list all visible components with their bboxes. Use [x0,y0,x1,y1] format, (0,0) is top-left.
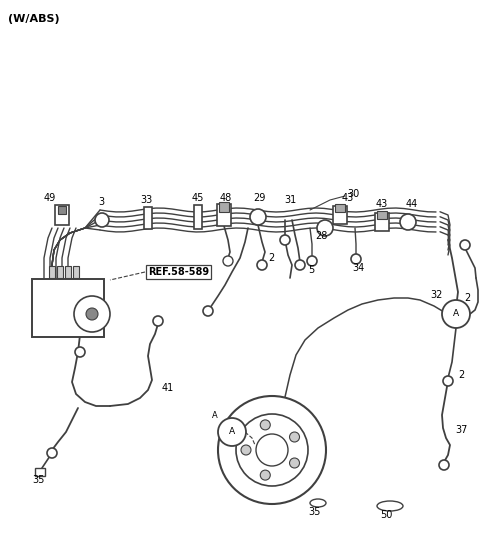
Bar [35,468,45,476]
Circle shape [257,260,267,270]
Text: 43: 43 [376,199,388,209]
Circle shape [289,458,300,468]
Text: 28: 28 [315,231,327,241]
Circle shape [241,445,251,455]
Bar [333,206,347,224]
Circle shape [460,240,470,250]
Circle shape [95,213,109,227]
Text: 41: 41 [162,383,174,393]
Text: 44: 44 [406,199,418,209]
Text: 2: 2 [458,370,464,380]
Bar [73,266,79,278]
Circle shape [442,300,470,328]
Circle shape [223,256,233,266]
Circle shape [439,460,449,470]
Text: 35: 35 [308,507,320,517]
Bar [217,204,231,226]
Text: A: A [229,427,235,437]
Text: (W/ABS): (W/ABS) [8,14,60,24]
Text: 48: 48 [220,193,232,203]
Circle shape [47,448,57,458]
Text: 34: 34 [352,263,364,273]
Circle shape [86,308,98,320]
Circle shape [317,220,333,236]
Ellipse shape [310,499,326,507]
Bar [65,266,71,278]
Circle shape [260,420,270,430]
Circle shape [203,306,213,316]
Circle shape [289,432,300,442]
Circle shape [218,396,326,504]
Circle shape [74,296,110,332]
Circle shape [75,347,85,357]
Bar [375,213,389,231]
Bar [219,202,229,212]
Circle shape [307,256,317,266]
Circle shape [218,418,246,446]
Text: 3: 3 [98,197,104,207]
Text: 49: 49 [44,193,56,203]
Text: 35: 35 [32,475,44,485]
Text: 30: 30 [347,189,359,199]
Circle shape [351,254,361,264]
Text: 31: 31 [284,195,296,205]
Circle shape [153,316,163,326]
Text: 2: 2 [464,293,470,303]
Circle shape [250,209,266,225]
Circle shape [280,235,290,245]
Text: 2: 2 [268,253,274,263]
Text: 37: 37 [455,425,468,435]
Circle shape [260,470,270,480]
Text: 45: 45 [192,193,204,203]
Text: 5: 5 [308,265,314,275]
Bar [58,206,66,214]
Text: A: A [212,411,218,419]
Circle shape [443,376,453,386]
Bar [32,279,104,337]
Bar [49,266,55,278]
Text: 32: 32 [430,290,443,300]
Bar [194,205,202,229]
Text: A: A [453,309,459,319]
Bar [55,205,69,225]
Bar [144,207,152,229]
Circle shape [295,260,305,270]
Text: 50: 50 [380,510,392,520]
Circle shape [256,434,288,466]
Bar [335,204,345,212]
Text: 43: 43 [342,193,354,203]
Circle shape [236,414,308,486]
Bar [57,266,63,278]
Text: 29: 29 [253,193,265,203]
Ellipse shape [377,501,403,511]
Circle shape [400,214,416,230]
Bar [377,211,387,219]
Text: 33: 33 [140,195,152,205]
Text: REF.58-589: REF.58-589 [148,267,209,277]
